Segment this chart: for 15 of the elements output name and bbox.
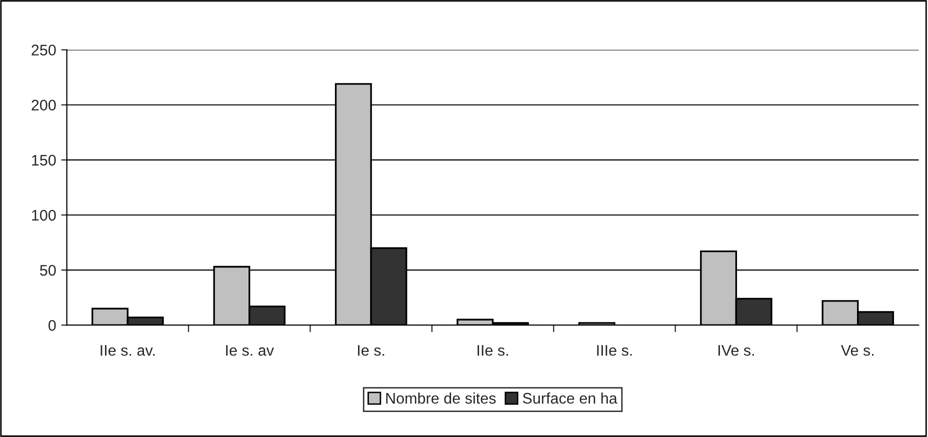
x-tick-label: IIIe s.	[597, 345, 632, 356]
x-tick-label: Ve s.	[840, 345, 874, 356]
legend-label: Nombre de sites	[386, 392, 496, 404]
x-tick-label: Ie s.	[358, 345, 384, 356]
legend-label: Surface en ha	[522, 392, 618, 404]
y-tick-label: 0	[48, 320, 56, 331]
y-tick-label: 250	[32, 44, 56, 56]
y-tick-label: 100	[32, 210, 56, 221]
x-tick-label: IIe s. av.	[100, 345, 155, 356]
x-tick-label: IVe s.	[718, 345, 754, 356]
y-tick-label: 50	[40, 264, 56, 276]
x-tick-label: Ie s. av	[226, 345, 274, 356]
x-tick-label: IIe s.	[478, 345, 508, 356]
y-tick-label: 200	[32, 100, 56, 111]
y-tick-label: 150	[32, 154, 56, 166]
